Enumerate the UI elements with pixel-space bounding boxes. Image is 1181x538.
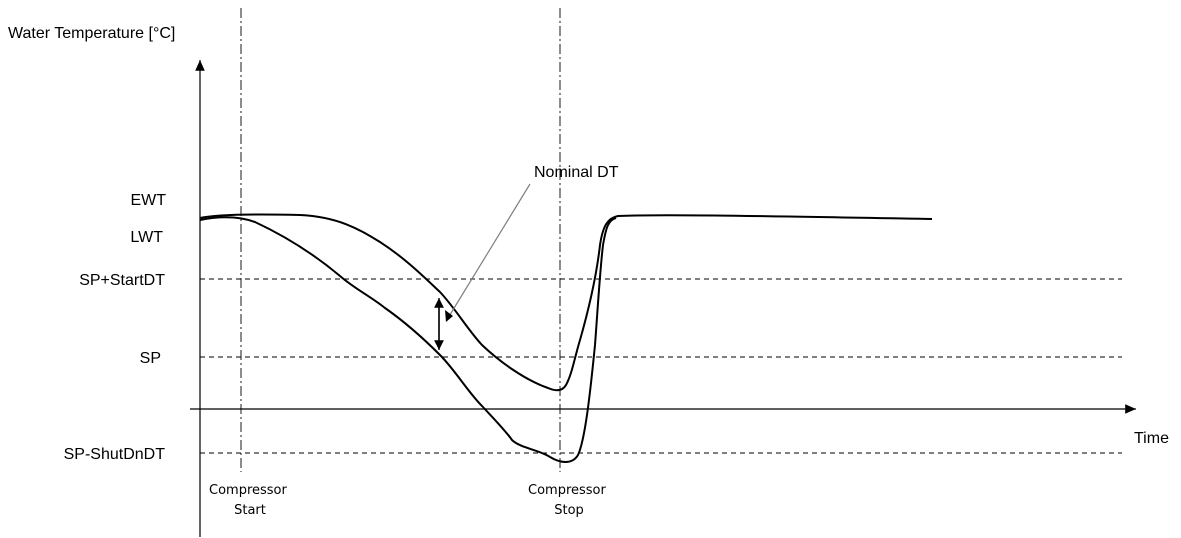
nominal-dt-label: Nominal DT [534,164,619,181]
ewt-curve [199,213,933,392]
compressor-stop-label: Compressor Stop [528,483,610,518]
nominal-dt-leader-head [445,310,453,322]
sp-startdt-label: SP+StartDT [79,272,165,289]
y-axis-label: Water Temperature [°C] [8,25,175,42]
x-axis-label: Time [1134,430,1169,447]
nominal-dt-leader [447,183,531,319]
sp-label: SP [140,350,161,367]
ewt-label: EWT [130,192,166,209]
lwt-curve [199,216,617,463]
compressor-start-label: Compressor Start [209,483,291,518]
lwt-label: LWT [130,229,163,246]
sp-shutdndt-label: SP-ShutDnDT [64,446,166,463]
